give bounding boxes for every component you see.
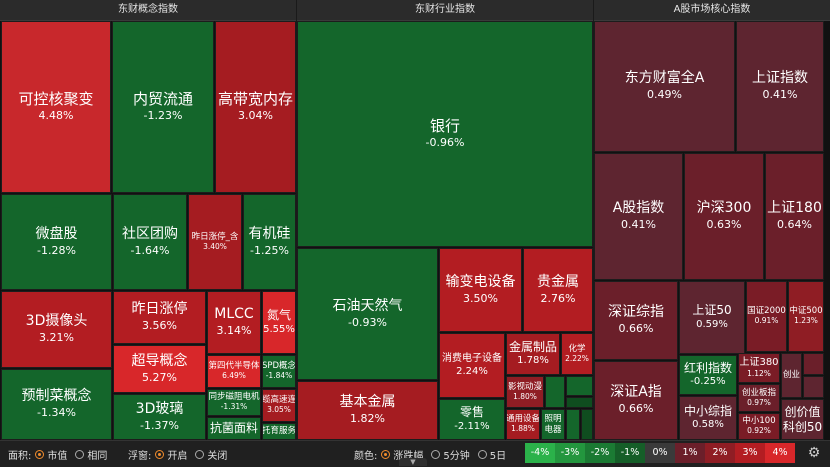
- concept-tile[interactable]: 3D摄像头 3.21%: [1, 291, 112, 368]
- industry-tile[interactable]: 化学 2.22%: [561, 333, 593, 375]
- concept-tile[interactable]: 铜缆高速连接 3.05%: [262, 389, 296, 422]
- radio-icon: [195, 449, 205, 459]
- radio-icon: [431, 449, 441, 459]
- concept-tile[interactable]: 高带宽内存 3.04%: [215, 21, 296, 193]
- concept-tile[interactable]: 同步磁阻电机 -1.31%: [207, 389, 261, 416]
- legend-step: -3%: [555, 443, 585, 463]
- bottom-toolbar: 面积: 市值 相同 浮窗: 开启 关闭 颜色: 涨跌幅 5分钟 5日 -4% -…: [0, 440, 830, 467]
- legend-step: 2%: [705, 443, 735, 463]
- concept-panel: 东财概念指数 可控核聚变 4.48% 内贸流通 -1.23% 高带宽内存 3.0…: [0, 0, 296, 440]
- color-option-change[interactable]: 涨跌幅: [381, 447, 423, 462]
- legend-step: -4%: [525, 443, 555, 463]
- market-tile[interactable]: 创业板指 0.97%: [738, 384, 780, 412]
- legend-step: 4%: [765, 443, 795, 463]
- float-option-on[interactable]: 开启: [155, 447, 187, 462]
- market-tile[interactable]: 中小100 0.92%: [738, 413, 780, 440]
- concept-tile[interactable]: SPD概念 -1.84%: [262, 355, 296, 388]
- market-tile[interactable]: 上证380 1.12%: [738, 353, 780, 383]
- industry-panel-title: 东财行业指数: [297, 0, 593, 21]
- market-tile[interactable]: 上证180 0.64%: [765, 153, 824, 280]
- concept-tile[interactable]: 昨日涨停_含 3.40%: [188, 194, 242, 290]
- concept-tile[interactable]: 超导概念 5.27%: [113, 345, 206, 393]
- concept-tile[interactable]: 可控核聚变 4.48%: [1, 21, 111, 193]
- color-legend: -4% -3% -2% -1% 0% 1% 2% 3% 4%: [525, 443, 795, 463]
- market-tile[interactable]: 东方财富全A 0.49%: [594, 21, 735, 152]
- legend-step: -1%: [615, 443, 645, 463]
- industry-tile[interactable]: [566, 409, 580, 440]
- industry-tile[interactable]: 金属制品 1.78%: [506, 333, 560, 375]
- color-label: 颜色:: [354, 450, 378, 462]
- radio-icon: [155, 449, 165, 459]
- market-tile[interactable]: 沪深300 0.63%: [684, 153, 764, 280]
- concept-tile[interactable]: 昨日涨停 3.56%: [113, 291, 206, 344]
- industry-tile[interactable]: [566, 397, 593, 408]
- industry-tile[interactable]: [566, 376, 593, 396]
- industry-tile[interactable]: 输变电设备 3.50%: [439, 248, 522, 332]
- market-tile[interactable]: 创价值 科创50: [781, 399, 824, 440]
- area-option-market-cap[interactable]: 市值: [35, 447, 67, 462]
- market-tile[interactable]: 上证指数 0.41%: [736, 21, 824, 152]
- market-tile[interactable]: 红利指数 -0.25%: [679, 355, 737, 395]
- color-option-5min[interactable]: 5分钟: [431, 447, 470, 462]
- legend-step: 1%: [675, 443, 705, 463]
- radio-icon: [381, 449, 391, 459]
- industry-tile[interactable]: 通用设备 1.88%: [506, 409, 540, 440]
- area-option-equal[interactable]: 相同: [75, 447, 107, 462]
- radio-icon: [75, 449, 85, 459]
- concept-tile[interactable]: 预制菜概念 -1.34%: [1, 369, 112, 440]
- concept-tile[interactable]: MLCC 3.14%: [207, 291, 261, 354]
- legend-step: -2%: [585, 443, 615, 463]
- industry-tile[interactable]: 零售 -2.11%: [439, 399, 505, 440]
- market-tile[interactable]: [803, 376, 824, 398]
- market-panel-title: A股市场核心指数: [594, 0, 830, 21]
- market-tile[interactable]: [803, 353, 824, 375]
- radio-icon: [35, 449, 45, 459]
- float-option-off[interactable]: 关闭: [195, 447, 227, 462]
- concept-tile[interactable]: 微盘股 -1.28%: [1, 194, 112, 290]
- market-tile[interactable]: 创业: [781, 353, 802, 398]
- concept-tile[interactable]: 3D玻璃 -1.37%: [113, 394, 206, 440]
- market-tile[interactable]: 中小综指 0.58%: [679, 396, 737, 440]
- concept-tile[interactable]: 内贸流通 -1.23%: [112, 21, 214, 193]
- legend-step: 3%: [735, 443, 765, 463]
- concept-tile[interactable]: 抗菌面料: [207, 417, 261, 440]
- industry-panel: 东财行业指数 银行 -0.96% 石油天然气 -0.93% 输变电设备 3.50…: [297, 0, 593, 440]
- industry-tile[interactable]: 影视动漫 1.80%: [506, 376, 544, 408]
- industry-tile[interactable]: 银行 -0.96%: [297, 21, 593, 247]
- concept-tile[interactable]: 托育服务: [262, 423, 296, 440]
- industry-tile[interactable]: 消费电子设备 2.24%: [439, 333, 505, 398]
- market-tile[interactable]: 深证综指 0.66%: [594, 281, 678, 360]
- area-setting: 面积: 市值 相同: [8, 441, 111, 467]
- industry-tile[interactable]: [545, 376, 565, 408]
- market-tile[interactable]: 上证50 0.59%: [679, 281, 745, 354]
- industry-tile[interactable]: 基本金属 1.82%: [297, 381, 438, 440]
- color-option-5day[interactable]: 5日: [477, 447, 506, 462]
- gear-icon[interactable]: ⚙: [807, 445, 821, 461]
- concept-tile[interactable]: 社区团购 -1.64%: [113, 194, 187, 290]
- legend-step: 0%: [645, 443, 675, 463]
- radio-icon: [477, 449, 487, 459]
- market-tile[interactable]: 深证A指 0.66%: [594, 361, 678, 440]
- market-tile[interactable]: 国证2000 0.91%: [746, 281, 787, 352]
- float-setting: 浮窗: 开启 关闭: [128, 441, 231, 467]
- concept-tile[interactable]: 氮气 5.55%: [262, 291, 296, 354]
- float-label: 浮窗:: [128, 450, 152, 462]
- market-panel: A股市场核心指数 东方财富全A 0.49% 上证指数 0.41% A股指数 0.…: [594, 0, 830, 440]
- industry-tile[interactable]: [581, 409, 593, 440]
- market-tile[interactable]: A股指数 0.41%: [594, 153, 683, 280]
- market-tile[interactable]: 中证500 1.23%: [788, 281, 824, 352]
- industry-tile[interactable]: 照明 电器: [541, 409, 565, 440]
- industry-tile[interactable]: 贵金属 2.76%: [523, 248, 593, 332]
- collapse-handle-icon[interactable]: ▼: [399, 458, 427, 466]
- area-label: 面积:: [8, 450, 32, 462]
- concept-panel-title: 东财概念指数: [0, 0, 296, 21]
- industry-tile[interactable]: 石油天然气 -0.93%: [297, 248, 438, 380]
- concept-tile[interactable]: 第四代半导体 6.49%: [207, 355, 261, 388]
- concept-tile[interactable]: 有机硅 -1.25%: [243, 194, 296, 290]
- color-setting: 颜色: 涨跌幅 5分钟 5日: [354, 441, 510, 467]
